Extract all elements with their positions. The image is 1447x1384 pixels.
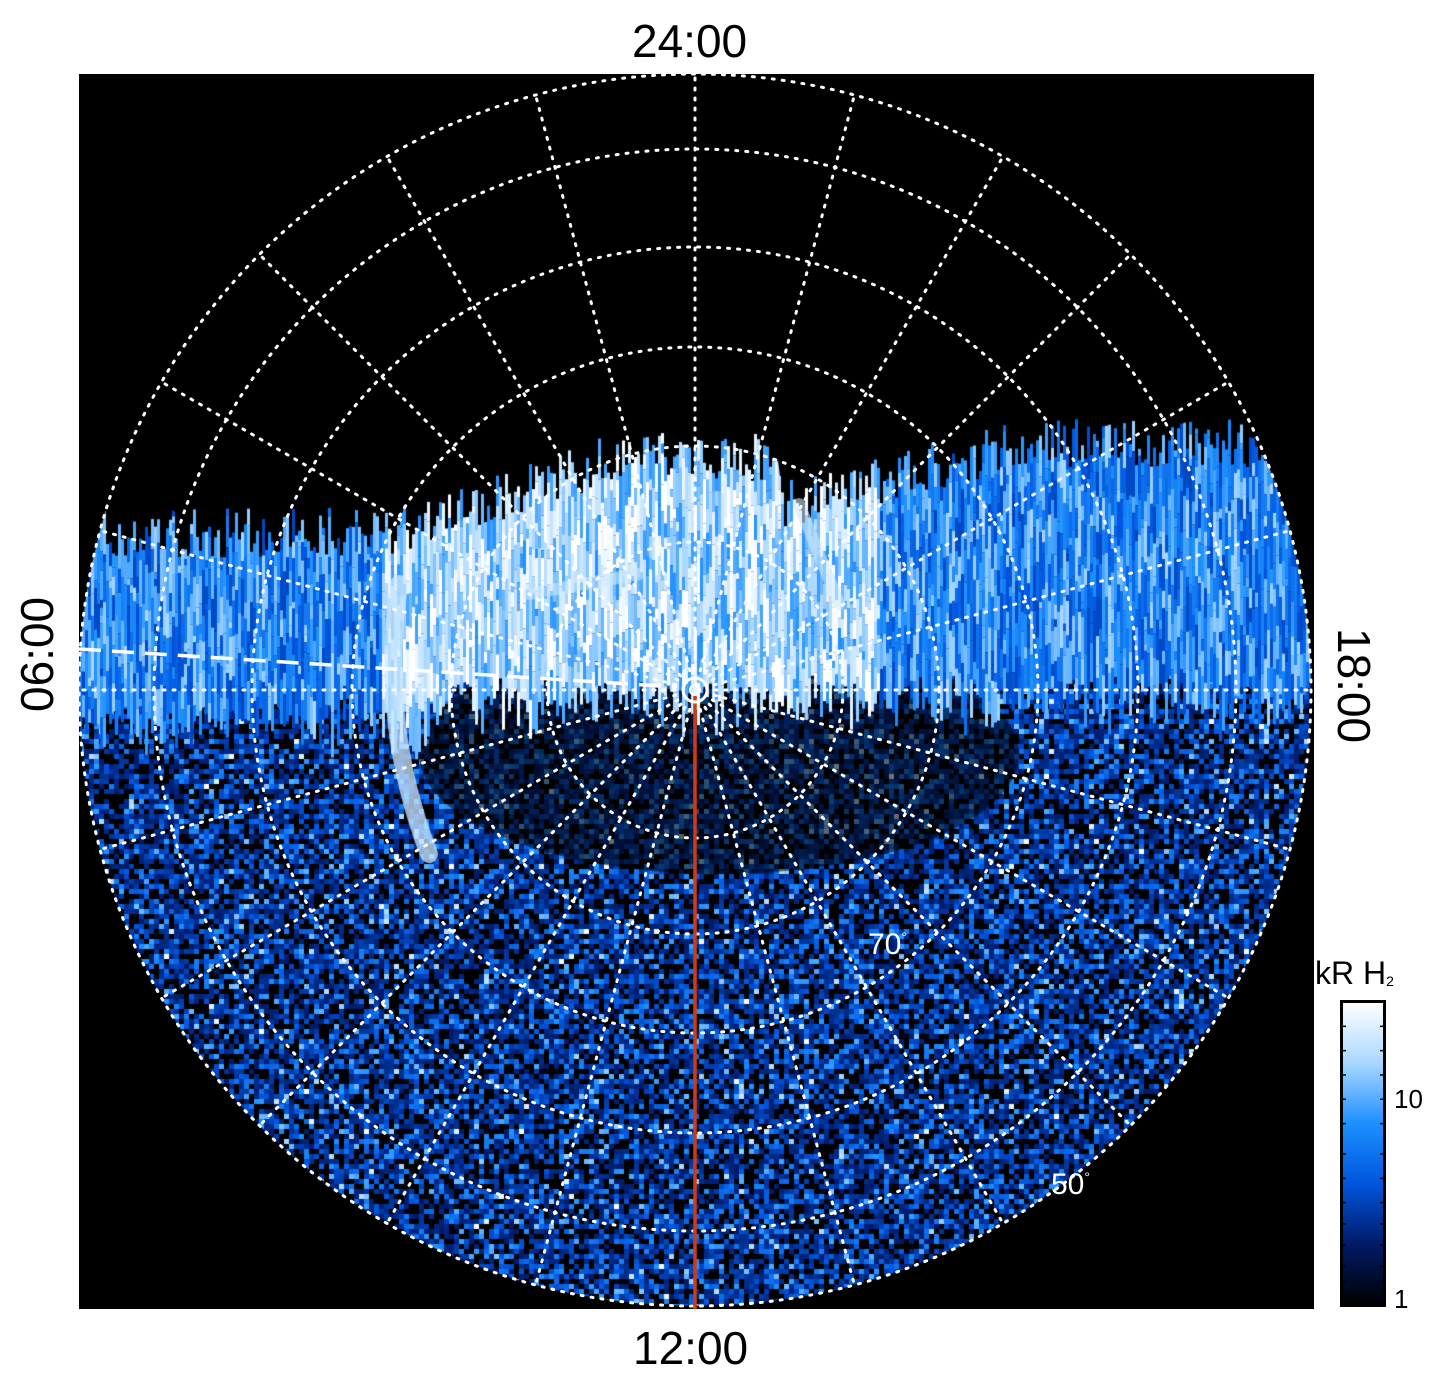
latitude-value-50: 50 — [1051, 1168, 1085, 1201]
pole-marker-outer — [681, 676, 709, 704]
local-time-meridian — [160, 698, 680, 1000]
colorbar-gradient — [1340, 1000, 1386, 1307]
local-time-meridian — [385, 155, 687, 675]
local-time-meridian — [710, 380, 1230, 682]
local-time-meridian — [710, 698, 1230, 1000]
colorbar — [1340, 1000, 1386, 1307]
local-time-meridian — [257, 252, 683, 678]
local-time-meridian — [160, 380, 680, 682]
local-time-meridian — [257, 702, 683, 1128]
local-time-label-24: 24:00 — [632, 15, 748, 67]
colorbar-title-main: kR H — [1315, 955, 1387, 991]
latitude-label-70: 70° — [868, 930, 907, 960]
local-time-meridian — [534, 93, 692, 673]
local-time-meridian — [707, 702, 1133, 1128]
latitude-value-70: 70 — [868, 928, 902, 961]
colorbar-tick-1: 1 — [1394, 1284, 1409, 1314]
local-time-meridian — [534, 707, 692, 1287]
local-time-meridian — [703, 155, 1005, 675]
colorbar-tick-marks — [1340, 1025, 1386, 1295]
local-time-meridian — [698, 93, 856, 673]
latitude-label-50: 50° — [1051, 1170, 1090, 1200]
dashed-reference-line — [79, 647, 678, 689]
local-time-meridian — [707, 252, 1133, 678]
local-time-meridians — [79, 74, 1313, 1308]
degree-symbol: ° — [901, 929, 907, 945]
pole-marker-inner — [689, 684, 701, 696]
colorbar-title: kR H2 — [1315, 957, 1394, 989]
local-time-meridian — [98, 693, 678, 851]
local-time-meridian — [385, 705, 687, 1225]
local-time-meridian — [698, 707, 856, 1287]
colorbar-title-subscript: 2 — [1386, 973, 1394, 989]
polar-grid-overlay — [79, 74, 1313, 1309]
local-time-meridian — [703, 705, 1005, 1225]
colorbar-tick-10: 10 — [1394, 1084, 1423, 1114]
latitude-circle — [79, 74, 1313, 1308]
local-time-meridian — [712, 529, 1292, 687]
local-time-label-18: 18:00 — [1328, 628, 1380, 744]
degree-symbol: ° — [1084, 1169, 1090, 1185]
local-time-meridian — [98, 529, 678, 687]
local-time-label-12: 12:00 — [633, 1322, 749, 1374]
local-time-label-06: 06:00 — [11, 596, 63, 712]
local-time-meridian — [712, 693, 1292, 851]
